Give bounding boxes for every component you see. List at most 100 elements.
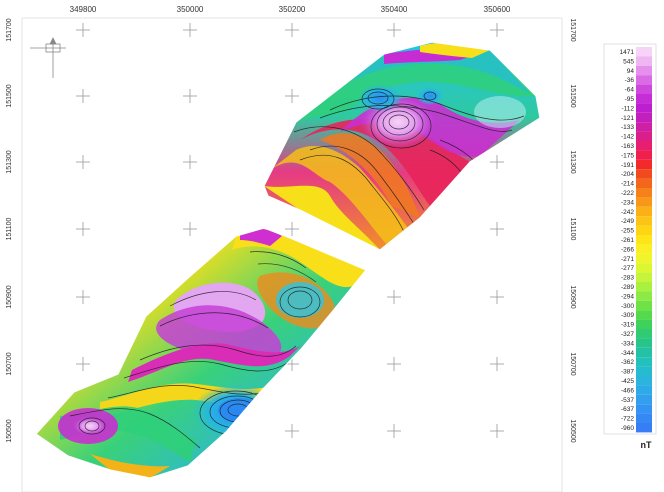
legend-value-label: -425	[621, 378, 634, 385]
legend-swatch	[636, 319, 652, 329]
legend-value-label: -319	[621, 322, 634, 329]
legend-value-label: -142	[621, 134, 634, 141]
y-tick-left-151100: 151100	[6, 217, 13, 240]
y-tick-left-151500: 151500	[6, 84, 13, 107]
y-tick-left-151300: 151300	[6, 150, 13, 173]
legend-swatch	[636, 282, 652, 292]
legend-swatch	[636, 244, 652, 254]
color-legend: 1471 545 94 -36 -64 -95 -112 -121 -133 -142 -163 -1…	[603, 43, 657, 450]
legend-value-label: -242	[621, 209, 634, 216]
legend-swatch	[636, 178, 652, 188]
legend-value-label: -249	[621, 218, 634, 225]
legend-swatch	[636, 225, 652, 235]
legend-value-label: -283	[621, 275, 634, 282]
x-tick-349800: 349800	[70, 5, 97, 14]
grid-cross	[285, 23, 299, 37]
grid-cross	[490, 23, 504, 37]
y-tick-left-150700: 150700	[6, 352, 13, 375]
legend-unit-label: nT	[641, 440, 652, 450]
legend-value-label: -214	[621, 181, 634, 188]
legend-value-label: -234	[621, 199, 634, 206]
y-tick-left-151700: 151700	[6, 18, 13, 41]
legend-value-label: -36	[625, 77, 635, 84]
legend-swatch	[636, 150, 652, 160]
legend-swatch	[636, 216, 652, 226]
legend-value-label: -64	[625, 87, 635, 94]
legend-value-label: -387	[621, 369, 634, 376]
legend-swatch	[636, 329, 652, 339]
legend-swatch	[636, 347, 652, 358]
legend-value-label: -327	[621, 331, 634, 338]
legend-swatch	[636, 300, 652, 311]
lower-survey-block	[36, 228, 366, 478]
y-tick-right-151500: 151500	[569, 84, 576, 107]
legend-swatch	[636, 413, 652, 423]
legend-swatch	[636, 394, 652, 405]
legend-swatch	[636, 169, 652, 179]
grid-cross	[490, 155, 504, 169]
legend-swatch	[636, 357, 652, 367]
upper-survey-block	[264, 42, 540, 250]
legend-swatch	[636, 122, 652, 132]
legend-swatch	[636, 385, 652, 395]
legend-value-label: -175	[621, 152, 634, 159]
legend-value-label: -261	[621, 237, 634, 244]
legend-swatch	[636, 366, 652, 376]
legend-value-label: -277	[621, 265, 634, 272]
legend-swatch	[636, 404, 652, 414]
legend-value-label: -121	[621, 115, 634, 122]
legend-value-label: -266	[621, 246, 634, 253]
upper-block-outline	[263, 41, 541, 251]
legend-swatch	[636, 272, 652, 282]
legend-swatch	[636, 235, 652, 245]
legend-value-label: -289	[621, 284, 634, 291]
north-arrow-icon	[30, 37, 66, 78]
grid-cross	[183, 89, 197, 103]
legend-swatch	[636, 47, 652, 57]
grid-cross	[285, 89, 299, 103]
legend-value-label: -466	[621, 387, 634, 394]
legend-value-label: -537	[621, 397, 634, 404]
grid-cross	[183, 155, 197, 169]
legend-swatch	[636, 65, 652, 76]
grid-cross	[76, 155, 90, 169]
y-tick-right-150500: 150500	[569, 419, 576, 442]
x-tick-350400: 350400	[381, 5, 408, 14]
legend-swatch	[636, 94, 652, 104]
legend-swatch	[636, 112, 652, 123]
grid-cross	[490, 222, 504, 236]
grid-cross	[490, 424, 504, 438]
grid-cross	[387, 357, 401, 371]
grid-cross	[490, 290, 504, 304]
legend-swatch	[636, 206, 652, 217]
legend-swatch	[636, 263, 652, 273]
legend-value-label: -204	[621, 171, 634, 178]
legend-swatch	[636, 159, 652, 170]
grid-cross	[387, 23, 401, 37]
legend-swatch	[636, 253, 652, 264]
legend-value-label: -300	[621, 303, 634, 310]
legend-frame	[603, 43, 657, 435]
legend-swatch	[636, 376, 652, 386]
legend-value-label: -637	[621, 406, 634, 413]
legend-value-label: 545	[623, 58, 634, 65]
x-tick-350600: 350600	[484, 5, 511, 14]
legend-swatch	[636, 103, 652, 113]
grid-cross	[183, 23, 197, 37]
y-tick-right-150900: 150900	[569, 285, 576, 308]
legend-swatch	[636, 291, 652, 301]
legend-value-label: -95	[625, 96, 635, 103]
legend-value-label: -133	[621, 124, 634, 131]
grid-cross	[76, 89, 90, 103]
x-tick-350200: 350200	[279, 5, 306, 14]
legend-swatch	[636, 84, 652, 94]
legend-swatch	[636, 75, 652, 85]
map-border	[21, 17, 563, 492]
legend-swatch	[636, 188, 652, 198]
grid-cross	[76, 222, 90, 236]
legend-value-label: -334	[621, 340, 634, 347]
lower-block-outline	[35, 227, 367, 479]
x-axis-ticks: 349800 350000 350200 350400 350600	[70, 5, 511, 14]
y-axis-ticks-left: 151700 151500 151300 151100 150900 15070…	[6, 18, 13, 442]
